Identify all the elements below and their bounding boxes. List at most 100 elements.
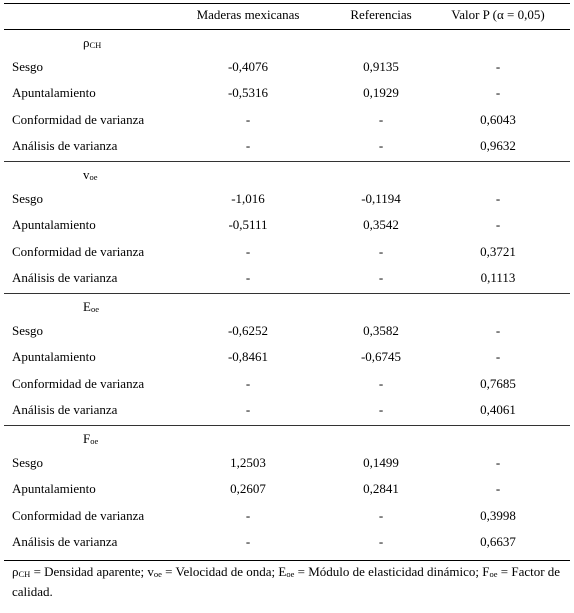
variable-symbol: F [83,431,91,446]
table-row: Sesgo 1,2503 0,1499 - [0,453,574,473]
valor-p-value: - [495,191,501,206]
bottom-rule [4,560,570,561]
valor-p-value: 0,9632 [480,138,516,154]
section-divider [4,293,570,294]
table-row: Conformidad de varianza - - 0,7685 [0,374,574,394]
referencias-value: 0,1929 [363,85,399,101]
table-row: Conformidad de varianza - - 0,3998 [0,506,574,526]
section-variable: voe [83,165,98,187]
table-row: Apuntalamiento -0,5111 0,3542 - [0,215,574,235]
table-row: Sesgo -0,4076 0,9135 - [0,57,574,77]
table-row: Conformidad de varianza - - 0,3721 [0,242,574,262]
footnote-e-symbol: E [278,564,287,579]
footnote-e-text: = Módulo de elasticidad dinámico; [294,564,483,579]
maderas-mexicanas-value: -0,5316 [227,85,269,101]
referencias-value: 0,3582 [363,323,399,338]
maderas-mexicanas-value: - [245,243,251,259]
row-label: Apuntalamiento [12,349,96,365]
maderas-mexicanas-value: - [245,138,251,154]
maderas-mexicanas-value: - [245,111,251,127]
variable-symbol: ρ [83,35,90,50]
table-row: Sesgo -0,6252 0,3582 - [0,321,574,341]
footnote-rho-symbol: ρ [12,564,19,579]
valor-p-value: 0,6637 [480,534,516,550]
row-label: Apuntalamiento [12,217,96,233]
footnote-rho-subscript: CH [18,569,31,579]
valor-p-value: 0,3998 [480,507,516,523]
referencias-value: 0,2841 [363,481,399,497]
row-label: Apuntalamiento [12,481,96,497]
referencias-value: 0,1499 [363,455,399,470]
valor-p-value: 0,6043 [480,111,516,127]
section-divider [4,425,570,426]
variable-subscript: oe [89,172,98,182]
valor-p-value: - [495,455,501,470]
table-row: Sesgo -1,016 -0,1194 - [0,189,574,209]
header-rule [4,29,570,30]
footnote-v-text: = Velocidad de onda; [161,564,279,579]
valor-p-value: 0,4061 [480,402,516,418]
valor-p-value: 0,7685 [480,375,516,391]
referencias-value: 0,3542 [363,217,399,233]
maderas-mexicanas-value: 1,2503 [230,455,266,470]
table-row: Análisis de varianza - - 0,6637 [0,532,574,552]
table-row: Apuntalamiento 0,2607 0,2841 - [0,479,574,499]
section-heading: Eoe [0,297,574,317]
row-label: Análisis de varianza [12,402,118,418]
row-label: Conformidad de varianza [12,243,145,259]
footnote-v-symbol: v [147,564,154,579]
section-heading: voe [0,165,574,185]
row-label: Análisis de varianza [12,534,118,550]
referencias-value: - [378,270,384,286]
header-row: Maderas mexicanas Referencias Valor P (α… [0,5,574,25]
header-referencias: Referencias [350,7,412,22]
row-label: Análisis de varianza [12,138,118,154]
valor-p-value: 0,1113 [480,270,516,286]
row-label: Análisis de varianza [12,270,118,286]
row-label: Sesgo [12,323,44,338]
section-variable: Foe [83,429,98,451]
maderas-mexicanas-value: -0,4076 [227,59,269,74]
table-row: Análisis de varianza - - 0,9632 [0,136,574,156]
valor-p-value: - [495,349,501,365]
footnote-v-subscript: oe [153,569,162,579]
section-variable: ρCH [83,33,101,55]
footnote-e-subscript: oe [286,569,295,579]
table-row: Apuntalamiento -0,8461 -0,6745 - [0,347,574,367]
valor-p-value: - [495,481,501,497]
maderas-mexicanas-value: - [245,507,251,523]
footnote: ρCH = Densidad aparente; voe = Velocidad… [12,563,568,600]
top-rule [4,3,570,4]
valor-p-value: 0,3721 [480,243,516,259]
section-variable: Eoe [83,297,99,319]
table-row: Apuntalamiento -0,5316 0,1929 - [0,83,574,103]
row-label: Conformidad de varianza [12,111,145,127]
row-label: Apuntalamiento [12,85,96,101]
variable-subscript: CH [89,40,102,50]
maderas-mexicanas-value: -0,5111 [228,217,268,233]
variable-subscript: oe [90,436,99,446]
maderas-mexicanas-value: - [245,402,251,418]
variable-subscript: oe [90,304,99,314]
maderas-mexicanas-value: 0,2607 [230,481,266,497]
footnote-rho-text: = Densidad aparente; [30,564,148,579]
referencias-value: -0,6745 [360,349,402,365]
header-maderas-mexicanas: Maderas mexicanas [196,7,300,22]
section-heading: ρCH [0,33,574,53]
referencias-value: - [378,375,384,391]
referencias-value: - [378,138,384,154]
maderas-mexicanas-value: -1,016 [231,191,265,206]
valor-p-value: - [495,59,501,74]
valor-p-value: - [495,217,501,233]
referencias-value: -0,1194 [361,191,401,206]
section-heading: Foe [0,429,574,449]
variable-symbol: v [83,167,90,182]
row-label: Conformidad de varianza [12,507,145,523]
referencias-value: - [378,243,384,259]
maderas-mexicanas-value: - [245,534,251,550]
footnote-f-symbol: F [482,564,490,579]
footnote-f-text: = Factor de calidad. [12,564,561,599]
row-label: Sesgo [12,191,44,206]
referencias-value: 0,9135 [363,59,399,74]
